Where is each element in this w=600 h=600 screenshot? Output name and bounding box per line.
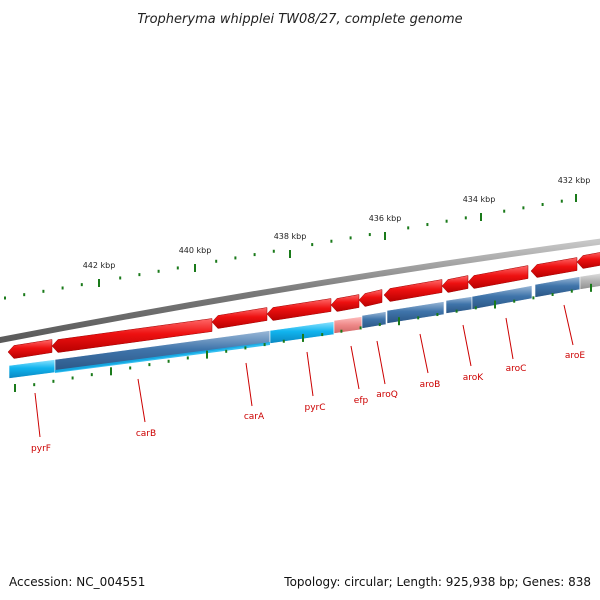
scale-label-436: 436 kbp xyxy=(369,214,402,223)
gene-arrows xyxy=(7,252,600,359)
leader-line-efp xyxy=(350,345,360,390)
gene-label-aroB[interactable]: aroB xyxy=(420,380,441,390)
gene-arrow[interactable] xyxy=(383,279,443,302)
gene-label-efp[interactable]: efp xyxy=(354,396,369,406)
leader-line-aroC xyxy=(505,317,514,360)
leader-line-aroK xyxy=(462,324,472,367)
scale-ticks xyxy=(4,194,577,300)
scale-label-438: 438 kbp xyxy=(274,232,307,241)
gene-arrow[interactable] xyxy=(530,257,578,278)
gene-label-carA[interactable]: carA xyxy=(244,412,265,422)
gene-arrow[interactable] xyxy=(576,252,600,269)
gene-labels: pyrF carB carA pyrC efp aroQ aroB aroK a… xyxy=(31,351,585,454)
scale-label-442: 442 kbp xyxy=(83,261,116,270)
gene-track-segment[interactable] xyxy=(269,321,335,344)
leader-line-pyrC xyxy=(306,351,314,397)
scale-label-434: 434 kbp xyxy=(463,195,496,204)
gene-track-segment[interactable] xyxy=(445,296,473,314)
accession-text: Accession: NC_004551 xyxy=(9,575,145,589)
genome-backbone xyxy=(0,238,600,344)
gene-track-segment[interactable] xyxy=(471,285,533,310)
gene-label-aroK[interactable]: aroK xyxy=(463,373,485,383)
gene-track-segment[interactable] xyxy=(8,359,56,379)
gene-track-segment[interactable] xyxy=(333,316,363,334)
gene-track-segment[interactable] xyxy=(534,276,581,298)
scale-label-432: 432 kbp xyxy=(558,176,591,185)
leader-line-aroB xyxy=(419,333,429,374)
gene-label-aroC[interactable]: aroC xyxy=(506,364,527,374)
gene-track-underlay xyxy=(55,342,270,373)
scale-labels: 442 kbp 440 kbp 438 kbp 436 kbp 434 kbp … xyxy=(83,176,591,270)
lower-ticks xyxy=(14,283,592,392)
gene-track xyxy=(8,272,600,379)
gene-arrow[interactable] xyxy=(358,289,383,307)
leader-line-aroE xyxy=(563,304,574,346)
gene-arrow[interactable] xyxy=(330,294,360,312)
leader-line-pyrF xyxy=(34,392,41,438)
gene-arrow[interactable] xyxy=(51,318,213,353)
gene-arrow[interactable] xyxy=(441,275,469,293)
leader-lines xyxy=(34,304,574,438)
leader-line-aroQ xyxy=(376,340,386,385)
gene-arrow[interactable] xyxy=(7,339,53,359)
gene-arrow[interactable] xyxy=(266,298,332,321)
gene-track-segment[interactable] xyxy=(386,301,445,324)
leader-line-carA xyxy=(245,362,253,407)
leader-line-carB xyxy=(137,378,146,423)
gene-label-aroE[interactable]: aroE xyxy=(565,351,586,361)
gene-arrow[interactable] xyxy=(467,265,529,289)
gene-arrow[interactable] xyxy=(211,307,268,329)
gene-label-pyrF[interactable]: pyrF xyxy=(31,444,51,454)
gene-label-pyrC[interactable]: pyrC xyxy=(304,403,325,413)
gene-track-segment[interactable] xyxy=(579,272,600,290)
gene-label-aroQ[interactable]: aroQ xyxy=(376,390,398,400)
scale-label-440: 440 kbp xyxy=(179,246,212,255)
genome-summary-text: Topology: circular; Length: 925,938 bp; … xyxy=(283,575,591,589)
gene-track-segment[interactable] xyxy=(361,311,387,329)
gene-label-carB[interactable]: carB xyxy=(136,429,156,439)
map-title: Tropheryma whipplei TW08/27, complete ge… xyxy=(137,12,462,27)
